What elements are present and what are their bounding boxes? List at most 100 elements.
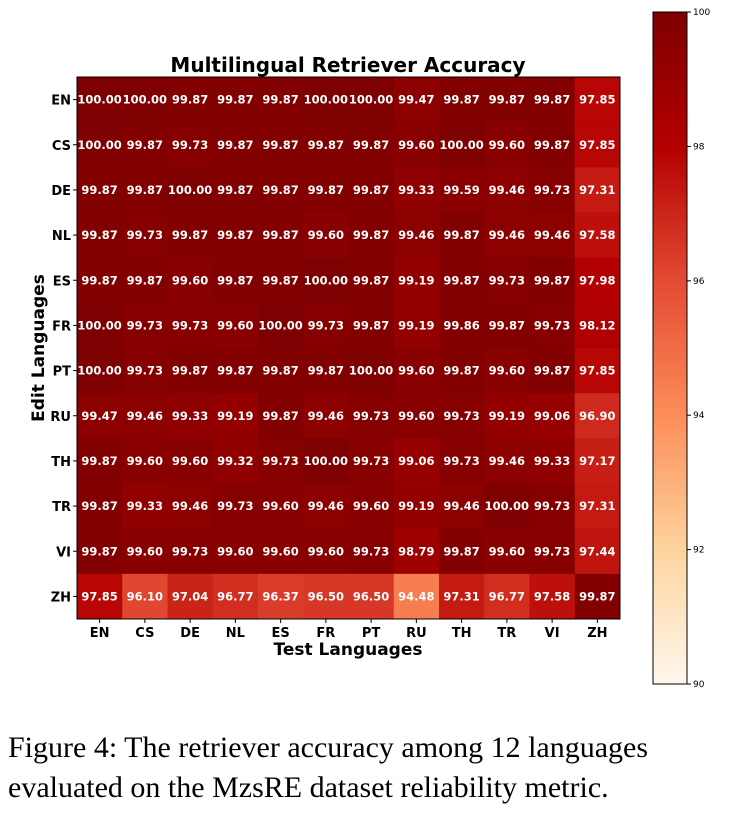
x-tick-label: VI [545,626,560,641]
cell-value-label: 99.60 [489,138,525,152]
cell-value-label: 99.73 [353,544,389,558]
heatmap-cell [574,438,621,484]
x-tick-label: ZH [587,626,607,641]
heatmap-cell [122,528,168,575]
heatmap-cell [77,167,123,213]
cell-value-label: 100.00 [485,499,529,513]
heatmap-cell [348,122,395,168]
heatmap-cell [574,348,621,394]
cell-value-label: 100.00 [304,454,348,468]
heatmap-cell [212,348,259,394]
cell-value-label: 99.60 [262,499,298,513]
cell-value-label: 96.50 [308,589,344,603]
cell-value-label: 97.44 [579,544,615,558]
heatmap-cell [303,302,349,349]
heatmap-cell [574,528,621,575]
heatmap-cell [529,122,576,168]
cell-value-label: 96.50 [353,589,389,603]
heatmap-cell [529,348,576,394]
cell-value-label: 97.31 [579,499,615,513]
heatmap-cell [529,528,576,575]
heatmap-cell [348,212,395,259]
heatmap-cell [167,77,214,123]
y-tick-label: ZH [51,590,71,605]
cell-value-label: 99.87 [353,138,389,152]
heatmap-cell [393,257,440,304]
heatmap-cell [484,438,530,484]
heatmap-cell [258,212,304,259]
cell-value-label: 99.60 [172,454,208,468]
heatmap-cell [258,122,304,168]
cell-value-label: 99.33 [127,499,163,513]
heatmap-cell [439,257,485,304]
heatmap-cell [77,122,123,168]
heatmap-cell [484,348,530,394]
heatmap-cell [258,348,304,394]
x-tick-label: PT [362,626,381,641]
heatmap-cell [439,212,485,259]
cell-value-label: 99.60 [489,544,525,558]
cell-value-label: 99.47 [398,93,434,107]
x-tick-label: CS [135,626,154,641]
cell-value-label: 99.87 [127,138,163,152]
heatmap-cell [529,393,576,439]
cell-value-label: 99.87 [81,273,117,287]
heatmap-cell [393,77,440,123]
heatmap-cell [393,302,440,349]
cell-value-label: 99.60 [353,499,389,513]
colorbar-tick-label: 94 [693,411,705,421]
cell-value-label: 99.73 [172,544,208,558]
cell-value-label: 100.00 [304,273,348,287]
heatmap-cell [122,167,168,213]
cell-value-label: 99.73 [534,544,570,558]
heatmap-cell [393,438,440,484]
cell-value-label: 99.87 [443,273,479,287]
cell-value-label: 100.00 [258,318,302,332]
cell-value-label: 99.86 [443,318,479,332]
cell-value-label: 99.60 [127,544,163,558]
heatmap-cell [484,393,530,439]
cell-value-label: 99.19 [398,273,434,287]
cell-value-label: 99.73 [534,499,570,513]
x-tick-label: NL [226,626,245,641]
heatmap-cell [393,573,440,620]
heatmap-cell [348,393,395,439]
cell-value-label: 96.90 [579,409,615,423]
cell-value-label: 100.00 [77,93,121,107]
cell-value-label: 99.73 [308,318,344,332]
heatmap-cell [303,438,349,484]
cell-value-label: 99.73 [127,364,163,378]
cell-value-label: 99.87 [534,273,570,287]
cell-value-label: 99.87 [262,138,298,152]
cell-value-label: 99.87 [172,364,208,378]
heatmap-cell [484,528,530,575]
cell-value-label: 99.87 [262,93,298,107]
heatmap-cell [212,167,259,213]
heatmap-cell [574,212,621,259]
heatmap-cell [258,573,304,620]
cell-value-label: 100.00 [77,318,121,332]
cell-value-label: 100.00 [77,138,121,152]
heatmap-cell [77,438,123,484]
cell-value-label: 99.19 [398,318,434,332]
cell-value-label: 99.87 [489,93,525,107]
cell-value-label: 99.73 [489,273,525,287]
heatmap-cell [77,393,123,439]
heatmap-cell [439,573,485,620]
x-tick-label: TR [497,626,516,641]
caption-line-2: evaluated on the MzsRE dataset reliabili… [8,771,609,804]
cell-value-label: 99.87 [534,93,570,107]
cell-value-label: 99.06 [398,454,434,468]
heatmap-cell [212,393,259,439]
cell-value-label: 99.60 [127,454,163,468]
heatmap-cell [258,302,304,349]
cell-value-label: 99.87 [81,183,117,197]
heatmap-cell [167,528,214,575]
cell-value-label: 96.77 [217,589,253,603]
cell-value-label: 99.87 [353,228,389,242]
heatmap-cell [303,212,349,259]
heatmap-cell [529,77,576,123]
heatmap-cell [167,212,214,259]
cell-value-label: 97.17 [579,454,615,468]
